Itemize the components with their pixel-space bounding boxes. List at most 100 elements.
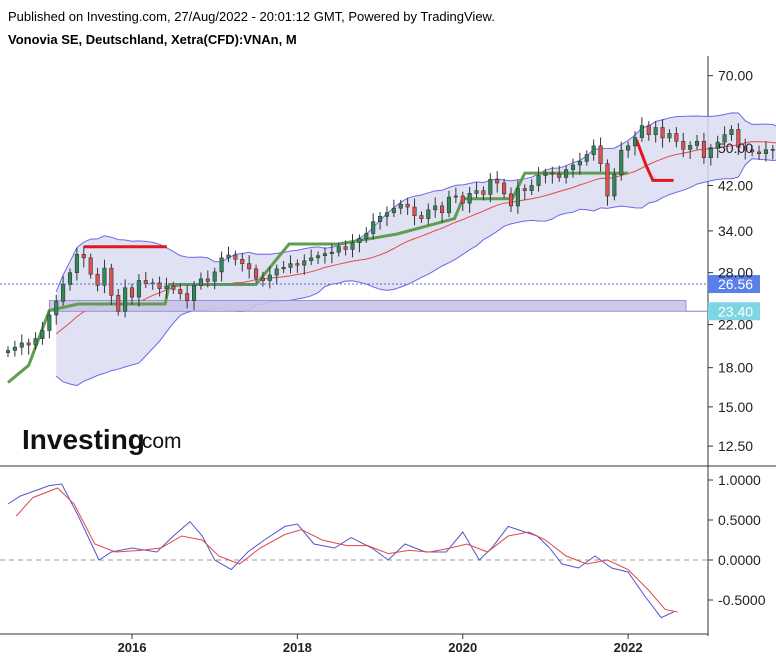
- candle-body: [88, 257, 93, 275]
- candle-body: [750, 149, 755, 153]
- candle-body: [495, 179, 500, 184]
- candle-body: [247, 263, 252, 270]
- osc-tick-label: 0.5000: [718, 512, 761, 528]
- candle-body: [143, 280, 148, 285]
- candle-body: [371, 221, 376, 234]
- investing-logo: Investing .com: [22, 424, 182, 455]
- candle-body: [722, 134, 727, 143]
- candle-body: [515, 188, 520, 207]
- logo-suffix: .com: [136, 430, 182, 453]
- candle-body: [405, 203, 410, 208]
- candle-body: [736, 129, 741, 148]
- candle-body: [267, 274, 272, 281]
- logo-brand: Investing: [22, 424, 145, 455]
- candle-body: [543, 172, 548, 176]
- candle-body: [398, 203, 403, 209]
- osc-tick-label: -0.5000: [718, 592, 766, 608]
- candle-body: [157, 282, 162, 289]
- candle-body: [316, 255, 321, 259]
- candle-body: [508, 193, 514, 207]
- price-tick-label: 18.00: [718, 360, 753, 376]
- candle-body: [481, 190, 486, 195]
- candle-body: [502, 182, 507, 195]
- candle-body: [295, 263, 300, 266]
- candle-body: [322, 253, 327, 257]
- candle-body: [694, 140, 700, 146]
- band-fill: [56, 112, 776, 386]
- support-zone-rect: [48, 300, 687, 312]
- published-notice: Published on Investing.com, 27/Aug/2022 …: [8, 9, 495, 24]
- candle-body: [336, 246, 341, 253]
- candle-body: [12, 346, 17, 351]
- candle-body: [653, 127, 658, 135]
- candle-body: [81, 253, 86, 259]
- candle-body: [770, 149, 775, 151]
- candle-body: [19, 342, 24, 348]
- trailing-stops: [7, 139, 674, 384]
- price-markers: 26.56 23.40: [0, 275, 760, 321]
- candle-body: [467, 193, 472, 204]
- candle-body: [419, 215, 424, 219]
- trailing-stop-red-2022: [634, 139, 674, 182]
- candle-body: [729, 129, 734, 135]
- candle-body: [433, 205, 438, 211]
- candle-body: [715, 141, 720, 149]
- candle-body: [564, 169, 569, 178]
- candle-body: [274, 268, 279, 276]
- time-tick-label: 2016: [118, 640, 147, 655]
- candle-body: [116, 295, 121, 312]
- candle-body: [109, 267, 114, 296]
- candle-body: [453, 195, 458, 198]
- candle-body: [61, 284, 66, 302]
- price-tick-label: 15.00: [718, 399, 753, 415]
- candle-body: [226, 254, 231, 259]
- candle-body: [612, 174, 617, 197]
- time-tick-label: 2018: [283, 640, 312, 655]
- candle-body: [412, 206, 417, 216]
- candle-body: [198, 278, 203, 286]
- candle-body: [488, 179, 493, 195]
- price-tick-label: 70.00: [718, 68, 753, 84]
- candle-body: [639, 125, 644, 138]
- price-axis: 70.00 50.00 42.00 34.00 28.00 22.00 18.00 15.00…: [708, 68, 753, 454]
- candle-body: [95, 273, 100, 286]
- candle-body: [632, 137, 638, 147]
- candle-body: [102, 267, 107, 286]
- candle-body: [584, 154, 589, 162]
- candle-body: [550, 172, 555, 175]
- symbol-title: Vonovia SE, Deutschland, Xetra(CFD):VNAn…: [8, 32, 297, 47]
- candle-body: [233, 254, 238, 260]
- bollinger-bands: [55, 112, 776, 387]
- osc-tick-label: 0.0000: [718, 552, 761, 568]
- candle-body: [522, 188, 527, 191]
- candle-body: [440, 205, 445, 214]
- candle-body: [281, 267, 286, 270]
- candle-body: [302, 260, 307, 266]
- candle-body: [701, 140, 706, 158]
- candle-body: [178, 289, 183, 294]
- candle-body: [205, 278, 210, 282]
- last-price-tag: [708, 275, 760, 294]
- last-price-label: 26.56: [718, 276, 753, 292]
- candle-body: [357, 238, 362, 243]
- candle-body: [557, 173, 562, 178]
- candle-body: [605, 163, 610, 197]
- candle-body: [5, 350, 11, 353]
- candle-body: [191, 285, 197, 301]
- candle-body: [47, 314, 52, 331]
- candle-body: [309, 257, 314, 262]
- candle-body: [240, 258, 245, 264]
- trailing-stop-green: [7, 171, 629, 384]
- candle-body: [536, 175, 541, 186]
- support-tag: [708, 302, 760, 321]
- candle-body: [364, 233, 369, 239]
- price-tick-label: 50.00: [718, 140, 753, 156]
- candle-body: [254, 268, 259, 279]
- candle-body: [384, 212, 390, 217]
- candle-body: [460, 195, 465, 204]
- candle-body: [646, 125, 651, 135]
- candle-body: [67, 272, 73, 285]
- candle-body: [763, 149, 768, 154]
- candle-body: [54, 301, 59, 316]
